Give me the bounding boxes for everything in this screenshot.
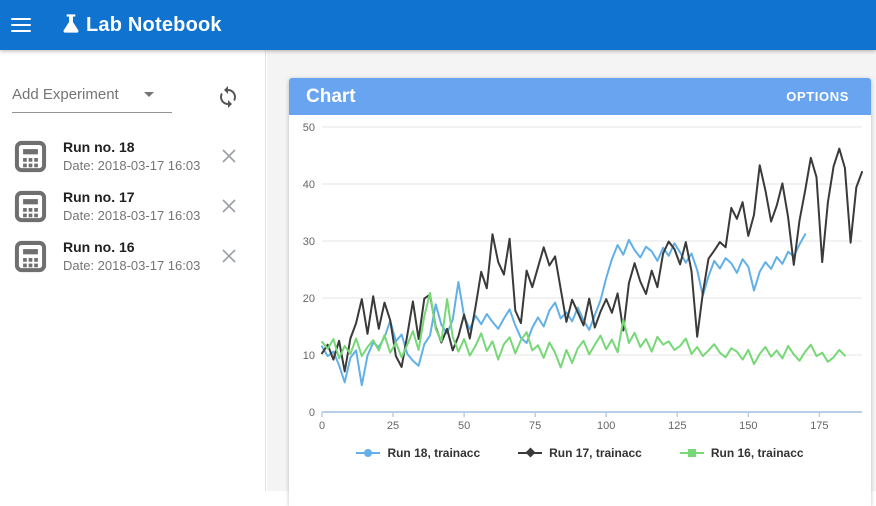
run-item-17[interactable]: Run no. 17 Date: 2018-03-17 16:03 [0, 181, 265, 231]
chart-legend: Run 18, trainacc Run 17, trainacc Run 16… [289, 443, 871, 463]
app-title: Lab Notebook [86, 13, 222, 36]
svg-text:175: 175 [810, 420, 828, 432]
chart-plot[interactable]: 0 10 20 30 40 50 0 25 50 75 100 125 150 175 [289, 115, 871, 435]
run-title: Run no. 16 [63, 239, 135, 255]
add-experiment-select[interactable]: Add Experiment [12, 86, 172, 113]
run-title: Run no. 17 [63, 189, 135, 205]
svg-text:0: 0 [309, 407, 315, 419]
svg-text:10: 10 [303, 350, 315, 362]
chevron-down-icon [144, 92, 154, 97]
legend-label: Run 18, trainacc [387, 446, 481, 460]
main-area: Chart OPTIONS 0 10 20 30 40 50 0 25 50 75 100 125 15… [267, 50, 876, 506]
calculator-icon [14, 240, 47, 272]
svg-text:40: 40 [303, 179, 315, 191]
run-date: Date: 2018-03-17 16:03 [63, 258, 201, 273]
svg-text:125: 125 [668, 420, 686, 432]
legend-item-run18[interactable]: Run 18, trainacc [356, 446, 480, 460]
svg-text:30: 30 [303, 236, 315, 248]
svg-text:20: 20 [303, 293, 315, 305]
calculator-icon [14, 190, 47, 222]
run-list: Run no. 18 Date: 2018-03-17 16:03 Run no… [0, 131, 265, 281]
chart-card: Chart OPTIONS 0 10 20 30 40 50 0 25 50 75 100 125 15… [289, 78, 871, 506]
sidebar: Add Experiment Run no. 18 Date: 2018-03-… [0, 50, 266, 491]
legend-item-run17[interactable]: Run 17, trainacc [518, 446, 642, 460]
svg-text:0: 0 [319, 420, 325, 432]
close-icon[interactable] [217, 194, 241, 218]
chart-body: 0 10 20 30 40 50 0 25 50 75 100 125 150 175 Run 18, t… [289, 115, 871, 506]
run-item-18[interactable]: Run no. 18 Date: 2018-03-17 16:03 [0, 131, 265, 181]
menu-icon[interactable] [11, 18, 31, 32]
options-button[interactable]: OPTIONS [786, 89, 849, 104]
svg-text:100: 100 [597, 420, 615, 432]
legend-item-run16[interactable]: Run 16, trainacc [679, 446, 804, 460]
svg-text:150: 150 [739, 420, 757, 432]
line-square-marker-icon [679, 447, 704, 459]
run-date: Date: 2018-03-17 16:03 [63, 158, 201, 173]
close-icon[interactable] [217, 244, 241, 268]
legend-label: Run 16, trainacc [710, 446, 804, 460]
close-icon[interactable] [217, 144, 241, 168]
run-date: Date: 2018-03-17 16:03 [63, 208, 201, 223]
refresh-icon[interactable] [216, 85, 240, 109]
svg-text:50: 50 [458, 420, 470, 432]
svg-text:25: 25 [387, 420, 399, 432]
app-bar: Lab Notebook [0, 0, 876, 50]
svg-text:75: 75 [529, 420, 541, 432]
svg-text:50: 50 [303, 122, 315, 134]
line-circle-marker-icon [356, 447, 381, 459]
run-title: Run no. 18 [63, 139, 135, 155]
flask-icon [63, 14, 79, 33]
legend-label: Run 17, trainacc [549, 446, 642, 460]
add-experiment-label: Add Experiment [12, 86, 119, 103]
chart-card-header: Chart OPTIONS [289, 78, 871, 115]
run-item-16[interactable]: Run no. 16 Date: 2018-03-17 16:03 [0, 231, 265, 281]
line-diamond-marker-icon [518, 447, 543, 459]
calculator-icon [14, 140, 47, 172]
chart-card-title: Chart [306, 85, 356, 107]
